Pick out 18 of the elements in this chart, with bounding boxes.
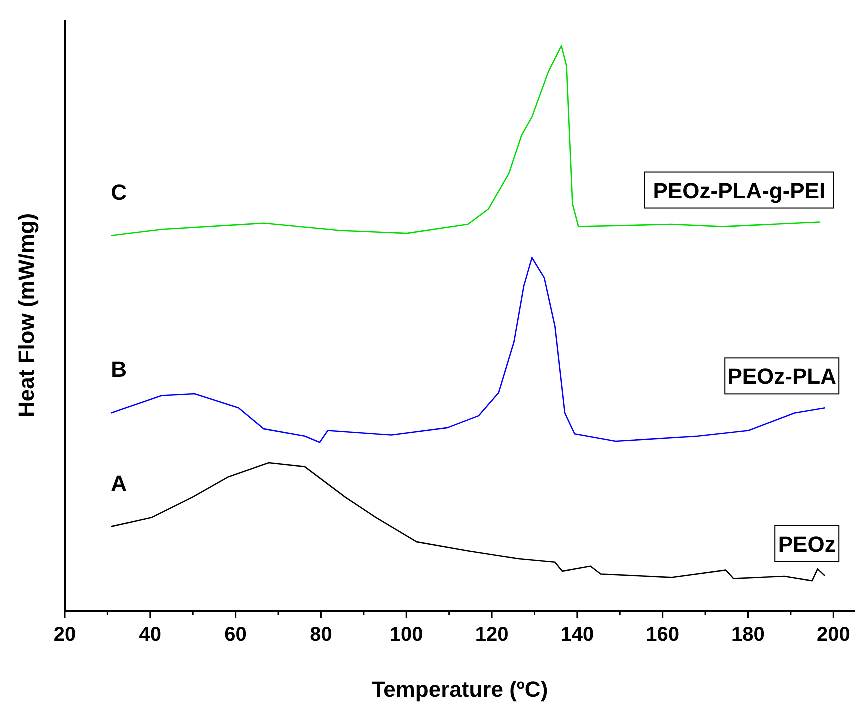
x-tick-label: 20 <box>54 624 76 646</box>
x-tick-label: 100 <box>390 624 424 646</box>
annotation: B <box>111 357 128 382</box>
x-tick-label: 40 <box>139 624 162 646</box>
annotation: A <box>111 470 128 496</box>
x-tick-label: 80 <box>310 624 332 646</box>
series-label: PEOz-PLA-g-PEI <box>653 178 826 204</box>
series-label: PEOz-PLA <box>728 364 837 390</box>
x-tick-label: 200 <box>816 624 850 646</box>
series-label: PEOz <box>778 532 836 557</box>
x-tick-label: 160 <box>646 624 680 646</box>
x-tick-label: 120 <box>475 624 509 646</box>
annotation: C <box>111 180 128 205</box>
x-tick-label: 180 <box>732 624 765 646</box>
x-tick-label: 140 <box>560 624 594 646</box>
x-tick-label: 60 <box>224 624 247 646</box>
x-axis-title: Temperature (ºC) <box>372 677 548 702</box>
y-axis-title: Heat Flow (mW/mg) <box>14 213 39 418</box>
